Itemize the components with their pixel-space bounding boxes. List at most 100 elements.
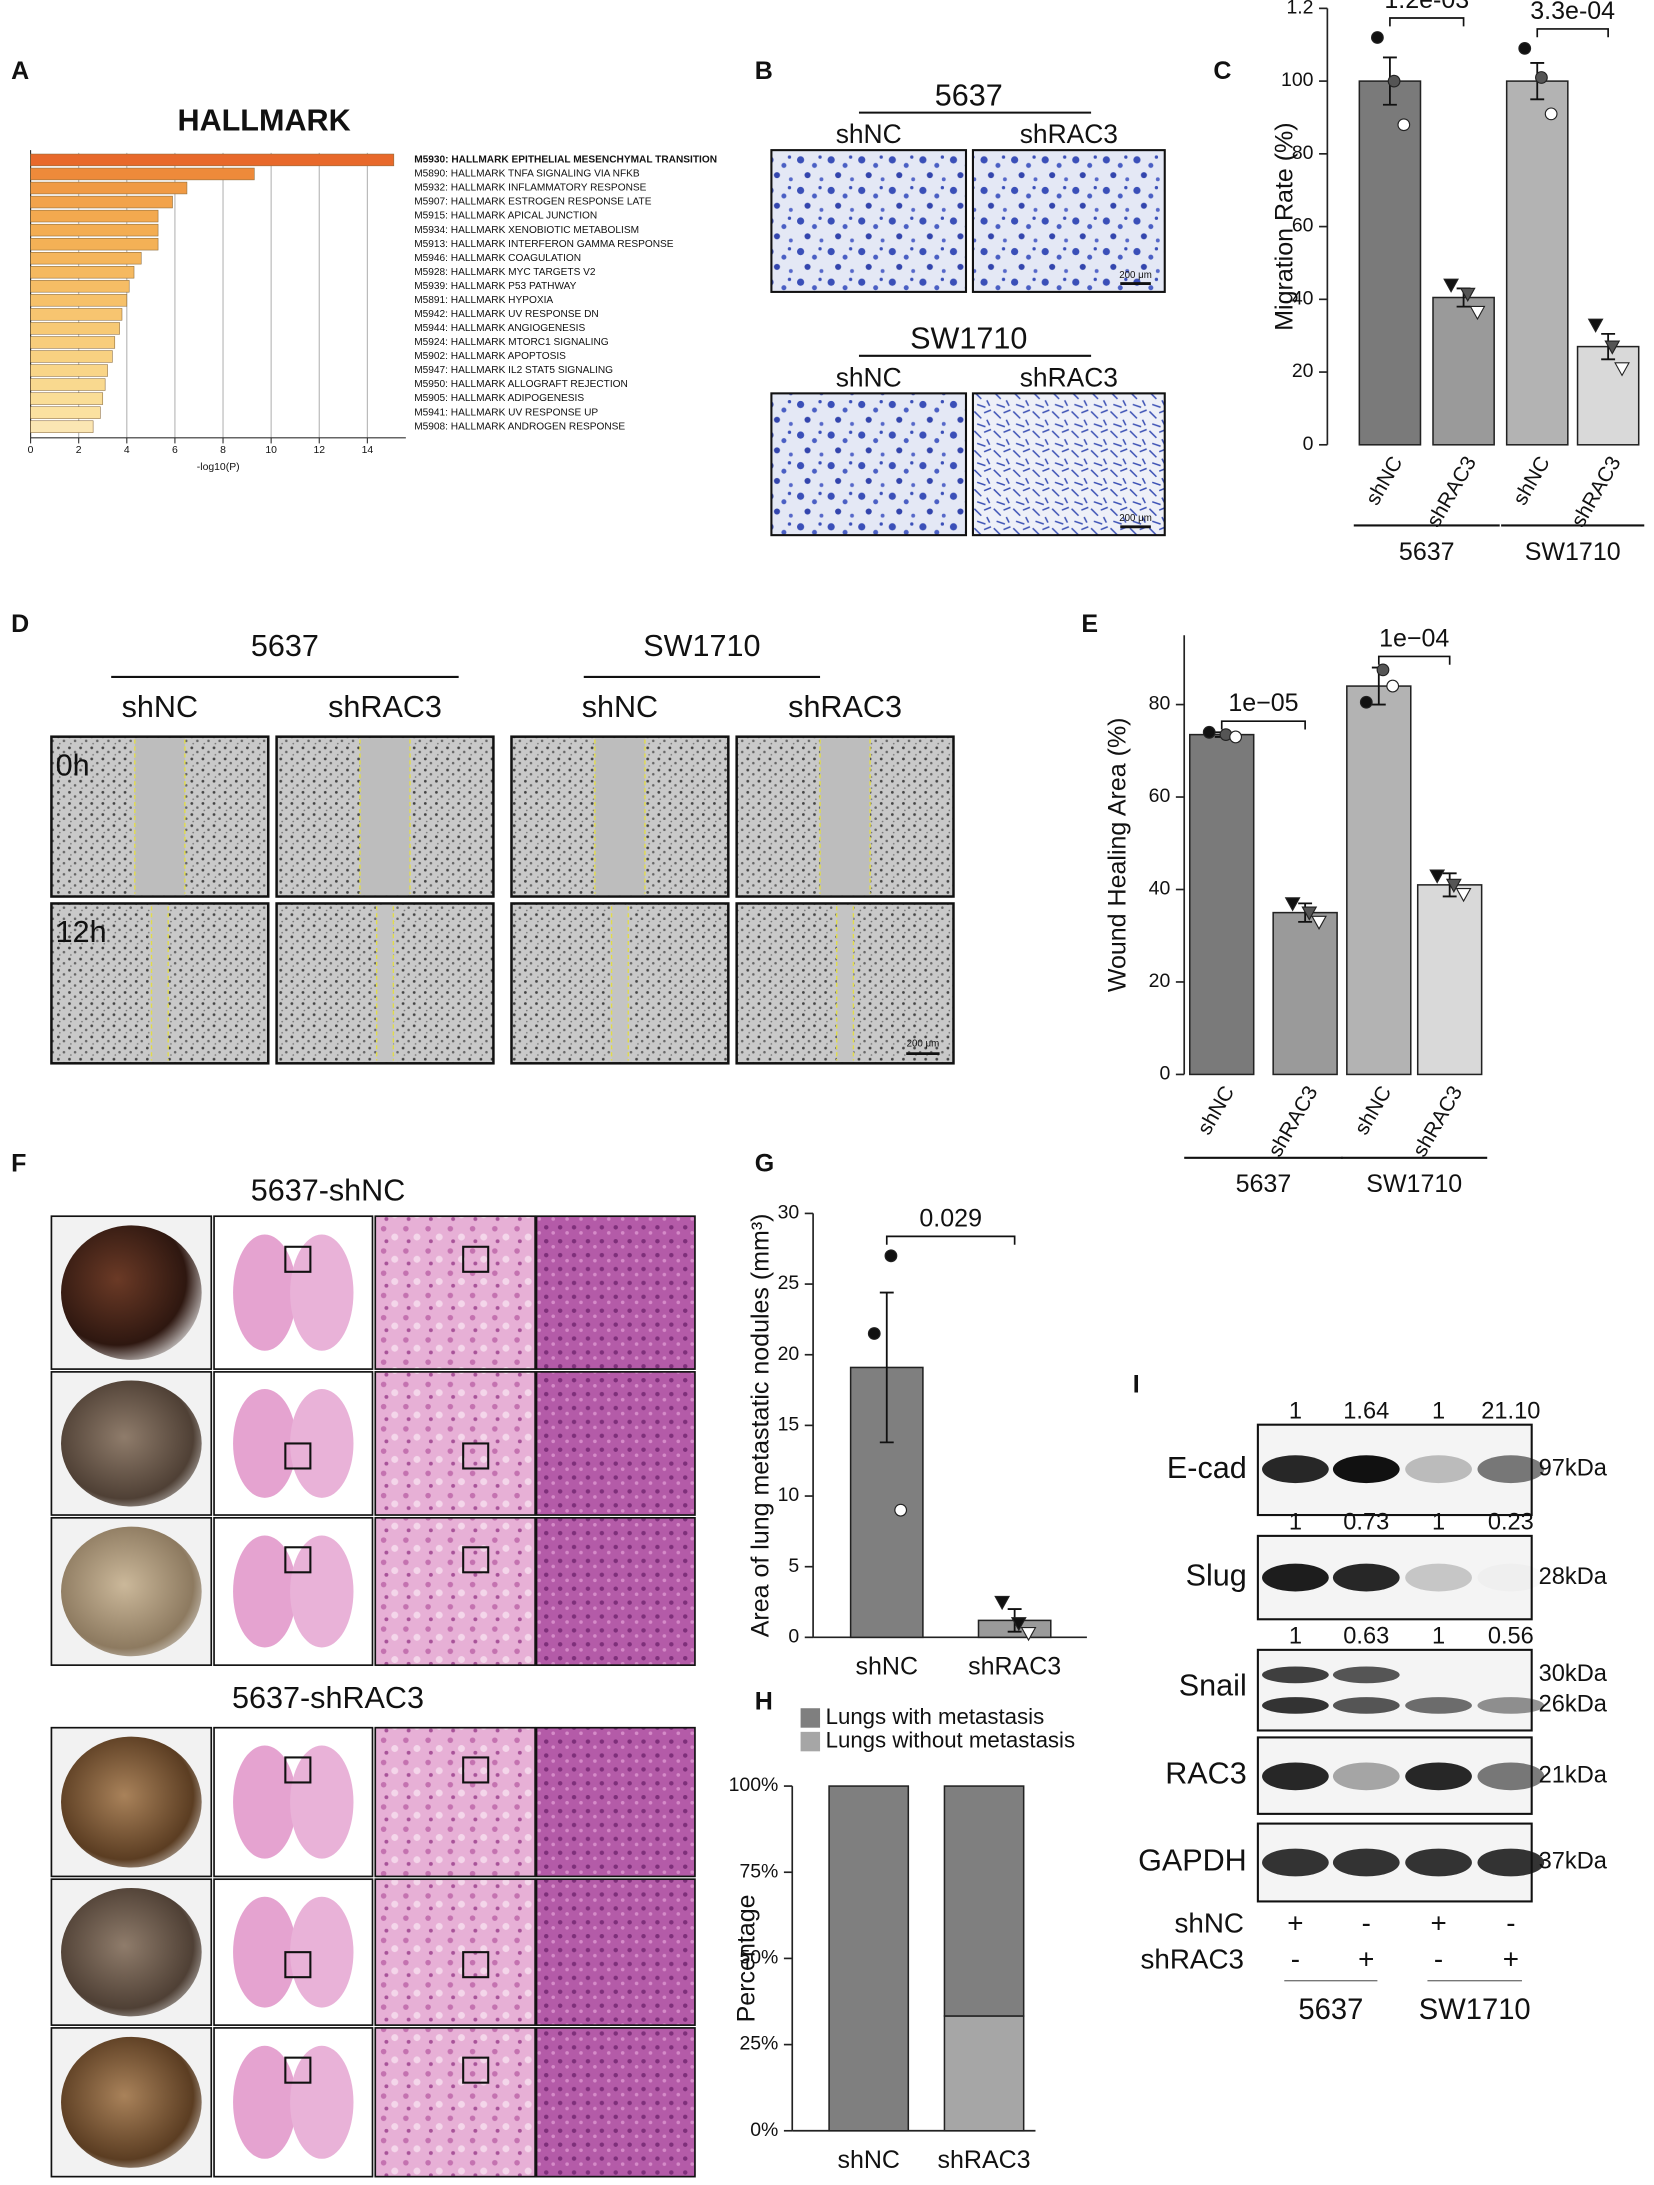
image-tile: [374, 1215, 536, 1370]
bar: [30, 223, 159, 237]
blot-band: [1332, 1563, 1400, 1592]
category-label: M5934: HALLMARK XENOBIOTIC METABOLISM: [414, 225, 639, 236]
data-point: [1459, 287, 1476, 302]
data-point: [1386, 679, 1400, 693]
x-tick-label: shNC: [1361, 452, 1407, 509]
group-title: SW1710: [643, 629, 760, 663]
bar: [1272, 911, 1338, 1076]
group-title: SW1710: [910, 322, 1027, 356]
group-label: SW1710: [1525, 538, 1621, 566]
y-axis-label: Area of lung metastatic nodules (mm³): [746, 1213, 774, 1637]
wound-edge: [836, 906, 855, 1061]
category-label: M5932: HALLMARK INFLAMMATORY RESPONSE: [414, 183, 646, 194]
y-tick-label: 25%: [739, 2033, 778, 2055]
lung-photo: [61, 1526, 202, 1657]
panel-label: B: [755, 57, 773, 85]
category-label: M5924: HALLMARK MTORC1 SIGNALING: [414, 337, 609, 348]
image-tile: [535, 1726, 696, 1878]
band-ratio: 1.64: [1343, 1398, 1389, 1424]
band-ratio: 1: [1432, 1624, 1445, 1650]
bar: [30, 266, 135, 279]
micrograph: [971, 392, 1166, 537]
x-tick-label: shRAC3: [1567, 452, 1626, 531]
blot-band: [1262, 1762, 1329, 1791]
lung-section: [233, 1535, 297, 1648]
wound-gap: [594, 738, 645, 896]
blot-band: [1405, 1455, 1472, 1484]
chart-title: HALLMARK: [178, 103, 351, 137]
band-ratio: 0.63: [1343, 1624, 1389, 1650]
blot-band: [1477, 1455, 1545, 1484]
legend-label: Lungs with metastasis: [826, 1704, 1045, 1729]
y-tick-label: 50%: [739, 1947, 778, 1969]
lung-photo: [61, 1887, 202, 2017]
data-point: [1445, 878, 1462, 893]
significance-bracket: [1389, 17, 1465, 27]
lung-section: [290, 1535, 354, 1648]
y-tick-label: 100: [1281, 69, 1314, 91]
data-point: [1020, 1626, 1037, 1642]
category-label: M5928: HALLMARK MYC TARGETS V2: [414, 267, 596, 278]
blot-band: [1477, 1697, 1545, 1714]
category-label: M5905: HALLMARK ADIPOGENESIS: [414, 393, 584, 404]
data-point: [1455, 888, 1472, 903]
category-label: M5941: HALLMARK UV RESPONSE UP: [414, 407, 598, 418]
category-label: M5942: HALLMARK UV RESPONSE DN: [414, 309, 599, 320]
bar: [30, 322, 120, 335]
condition-label: shRAC3: [1141, 1944, 1244, 1975]
x-tick-label: shNC: [837, 2146, 900, 2174]
kda-label: 30kDa: [1539, 1661, 1608, 1687]
image-tile: [535, 2027, 696, 2178]
cell-line-label: SW1710: [1419, 1994, 1531, 2026]
x-axis-label: -log10(P): [197, 462, 240, 473]
data-point: [1229, 730, 1243, 744]
kda-label: 37kDa: [1539, 1849, 1608, 1875]
timepoint-label: 12h: [56, 915, 107, 949]
image-tile: [535, 1215, 696, 1370]
x-tick-label: shRAC3: [1408, 1082, 1467, 1161]
bar: [1358, 80, 1422, 446]
data-point: [1443, 278, 1459, 293]
panel-label: D: [11, 610, 29, 638]
blot-band: [1332, 1848, 1400, 1877]
p-value: 1.2e-03: [1384, 0, 1469, 14]
wound-edge: [610, 906, 629, 1061]
condition-sign: +: [1358, 1944, 1374, 1975]
protein-label: GAPDH: [1138, 1844, 1247, 1878]
group-title: 5637-shRAC3: [232, 1681, 424, 1715]
category-label: M5944: HALLMARK ANGIOGENESIS: [414, 323, 585, 334]
data-point: [1429, 869, 1446, 884]
zoom-box: [462, 2056, 490, 2084]
data-point: [1311, 915, 1327, 930]
wound-gap: [151, 904, 169, 1062]
zoom-box: [462, 1546, 490, 1574]
condition-label: shNC: [582, 690, 658, 724]
category-label: M5908: HALLMARK ANDROGEN RESPONSE: [414, 421, 625, 432]
zoom-box: [284, 1442, 312, 1470]
error-bar: [879, 1291, 894, 1444]
y-axis-label: Migration Rate (%): [1270, 122, 1298, 330]
zoom-box: [462, 1756, 490, 1784]
condition-sign: -: [1291, 1944, 1300, 1975]
data-point: [1010, 1617, 1027, 1632]
data-point: [1397, 118, 1411, 132]
band-ratio: 0.23: [1488, 1510, 1534, 1536]
p-value: 1e−05: [1228, 689, 1298, 717]
blot-band: [1477, 1564, 1544, 1592]
data-point: [1535, 71, 1548, 84]
panel-label: C: [1213, 57, 1231, 85]
condition-sign: +: [1287, 1907, 1303, 1938]
category-label: M5891: HALLMARK HYPOXIA: [414, 295, 553, 306]
zoom-box: [284, 1546, 312, 1574]
significance-bracket: [1536, 28, 1609, 38]
lung-section: [233, 2045, 297, 2159]
wound-edge: [594, 739, 646, 894]
protein-label: Slug: [1186, 1559, 1247, 1593]
significance-bracket: [885, 1235, 1016, 1245]
x-tick-label: shRAC3: [938, 2146, 1031, 2174]
x-tick-label: 8: [220, 445, 226, 456]
bar-segment: [943, 1785, 1025, 2017]
y-tick-label: 100%: [729, 1774, 779, 1796]
category-label: M5890: HALLMARK TNFA SIGNALING VIA NFKB: [414, 169, 640, 180]
